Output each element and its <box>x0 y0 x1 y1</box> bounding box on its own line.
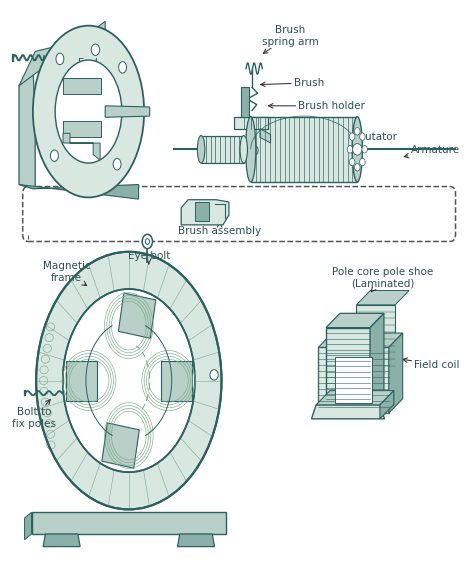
Polygon shape <box>251 117 357 182</box>
Polygon shape <box>319 347 389 413</box>
Ellipse shape <box>56 53 64 65</box>
Polygon shape <box>316 391 394 405</box>
Polygon shape <box>31 512 226 534</box>
Polygon shape <box>177 534 215 547</box>
Ellipse shape <box>360 158 365 166</box>
Polygon shape <box>260 129 271 143</box>
Ellipse shape <box>91 44 100 55</box>
Ellipse shape <box>355 164 360 171</box>
Ellipse shape <box>355 128 360 135</box>
Ellipse shape <box>240 136 247 163</box>
Polygon shape <box>64 121 100 138</box>
Ellipse shape <box>210 370 218 380</box>
Polygon shape <box>19 184 138 199</box>
Polygon shape <box>181 199 229 225</box>
Text: Eye bolt: Eye bolt <box>128 251 170 264</box>
Ellipse shape <box>253 146 258 155</box>
Ellipse shape <box>142 234 153 249</box>
Text: Brush: Brush <box>261 78 324 88</box>
Ellipse shape <box>360 133 365 140</box>
Text: Pole core pole shoe
(Laminated): Pole core pole shoe (Laminated) <box>332 267 433 292</box>
Polygon shape <box>389 333 403 413</box>
Text: Field coil: Field coil <box>403 358 460 369</box>
Polygon shape <box>43 534 80 547</box>
Ellipse shape <box>349 133 355 140</box>
Polygon shape <box>311 405 384 419</box>
Polygon shape <box>326 328 370 405</box>
Ellipse shape <box>246 117 256 182</box>
Ellipse shape <box>51 150 58 161</box>
Polygon shape <box>195 202 209 221</box>
Polygon shape <box>102 423 139 468</box>
Polygon shape <box>105 106 150 117</box>
Polygon shape <box>201 136 244 163</box>
Polygon shape <box>380 391 394 419</box>
Ellipse shape <box>33 25 144 198</box>
Text: Brush
spring arm: Brush spring arm <box>262 25 319 53</box>
Polygon shape <box>370 313 384 405</box>
Ellipse shape <box>197 136 205 163</box>
Ellipse shape <box>349 158 355 166</box>
Polygon shape <box>335 357 372 403</box>
Text: Brush holder: Brush holder <box>269 101 365 111</box>
Text: Commutator: Commutator <box>312 132 398 143</box>
Ellipse shape <box>352 117 363 182</box>
Polygon shape <box>319 333 403 347</box>
Ellipse shape <box>347 146 353 153</box>
Polygon shape <box>64 79 100 94</box>
Polygon shape <box>65 361 97 401</box>
Polygon shape <box>19 64 35 189</box>
Text: Armature: Armature <box>404 146 460 158</box>
Polygon shape <box>63 134 100 160</box>
Polygon shape <box>19 21 105 86</box>
Ellipse shape <box>362 146 367 153</box>
Polygon shape <box>161 361 192 401</box>
Polygon shape <box>241 87 249 117</box>
Polygon shape <box>118 293 156 338</box>
Ellipse shape <box>55 60 122 163</box>
Ellipse shape <box>63 289 195 472</box>
Polygon shape <box>235 117 268 129</box>
Ellipse shape <box>145 239 149 244</box>
Text: Brush assembly: Brush assembly <box>178 223 261 236</box>
Polygon shape <box>356 291 409 305</box>
Text: End
housing: End housing <box>67 58 108 88</box>
Ellipse shape <box>113 158 121 170</box>
Polygon shape <box>25 512 31 540</box>
Text: Bolt to
fix poles: Bolt to fix poles <box>12 399 56 429</box>
Ellipse shape <box>353 143 362 155</box>
Ellipse shape <box>118 62 127 73</box>
Polygon shape <box>356 305 395 373</box>
Text: Magnetic
frame: Magnetic frame <box>43 261 91 286</box>
Polygon shape <box>326 313 384 328</box>
Ellipse shape <box>36 252 221 509</box>
